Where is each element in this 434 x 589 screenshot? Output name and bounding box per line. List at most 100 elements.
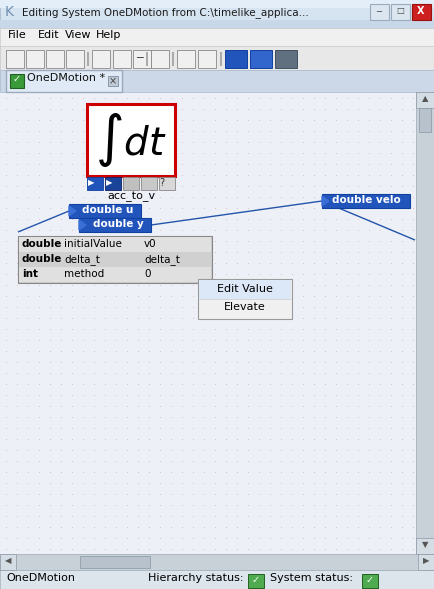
Bar — [199, 280, 291, 299]
Text: v0: v0 — [144, 239, 157, 249]
Bar — [141, 177, 157, 190]
Text: ×: × — [109, 76, 117, 86]
Text: ✓: ✓ — [366, 575, 374, 585]
Bar — [26, 50, 44, 68]
Bar — [419, 116, 431, 117]
Bar — [220, 52, 222, 66]
Bar — [0, 28, 434, 48]
Polygon shape — [79, 220, 86, 230]
Bar — [0, 46, 434, 70]
Text: 0: 0 — [144, 269, 151, 279]
Text: ▲: ▲ — [422, 94, 428, 103]
Bar — [362, 574, 378, 588]
Text: File: File — [8, 30, 27, 40]
Text: $\int dt$: $\int dt$ — [95, 111, 167, 169]
Bar — [370, 4, 389, 20]
Text: initialValue: initialValue — [64, 239, 122, 249]
Bar — [0, 0, 434, 28]
Text: Help: Help — [96, 30, 122, 40]
Polygon shape — [322, 196, 329, 206]
Bar — [391, 4, 410, 20]
Text: Edit: Edit — [38, 30, 59, 40]
Text: double: double — [22, 239, 62, 249]
Text: □: □ — [396, 6, 404, 15]
Bar — [419, 108, 431, 132]
Bar — [275, 50, 297, 68]
Bar — [146, 52, 148, 66]
Text: ─: ─ — [377, 6, 381, 15]
Bar — [46, 50, 64, 68]
Bar — [69, 204, 141, 218]
Text: double y: double y — [92, 219, 143, 229]
Bar — [198, 279, 292, 319]
Bar — [159, 177, 175, 190]
Bar — [113, 50, 131, 68]
Bar — [66, 50, 84, 68]
Text: acc_to_v: acc_to_v — [107, 192, 155, 203]
Bar — [177, 50, 195, 68]
Bar — [79, 218, 151, 232]
Bar — [19, 267, 211, 282]
Text: int: int — [22, 269, 38, 279]
Bar — [0, 70, 434, 92]
Bar — [6, 50, 24, 68]
Bar — [10, 74, 24, 88]
Bar — [92, 50, 110, 68]
Bar — [416, 92, 434, 108]
Bar — [0, 20, 434, 28]
Bar — [0, 570, 434, 589]
Text: ✓: ✓ — [13, 74, 21, 84]
Bar — [419, 112, 431, 113]
Text: delta_t: delta_t — [144, 254, 180, 265]
Bar — [198, 50, 216, 68]
Bar — [172, 52, 174, 66]
Bar — [0, 0, 434, 8]
Bar — [416, 538, 434, 554]
Bar — [151, 50, 169, 68]
Bar — [19, 237, 211, 252]
Bar — [225, 50, 247, 68]
Text: ▶: ▶ — [423, 556, 429, 565]
Bar — [105, 177, 121, 190]
Text: delta_t: delta_t — [64, 254, 100, 265]
Bar — [108, 76, 118, 86]
Polygon shape — [69, 206, 76, 216]
Bar — [87, 104, 175, 176]
Bar — [123, 177, 139, 190]
Text: Edit Value: Edit Value — [217, 284, 273, 294]
Bar — [18, 236, 212, 283]
Text: K: K — [5, 5, 14, 19]
Bar — [133, 50, 151, 68]
Bar — [416, 92, 434, 554]
Text: double u: double u — [82, 205, 134, 215]
Text: ▶: ▶ — [106, 178, 112, 187]
Bar — [87, 177, 103, 190]
Text: X: X — [417, 6, 425, 16]
Text: Elevate: Elevate — [224, 302, 266, 312]
Text: ▼: ▼ — [422, 540, 428, 549]
Text: double velo: double velo — [332, 195, 401, 205]
Bar — [6, 70, 122, 92]
Text: ?: ? — [159, 178, 164, 188]
Bar — [80, 556, 150, 568]
Bar — [412, 4, 431, 20]
Bar — [418, 554, 434, 570]
Text: ✓: ✓ — [252, 575, 260, 585]
Bar — [322, 194, 410, 208]
Bar — [250, 50, 272, 68]
Text: OneDMotion: OneDMotion — [6, 573, 75, 583]
Bar — [248, 574, 264, 588]
Text: ▶: ▶ — [88, 178, 94, 187]
Bar — [87, 52, 89, 66]
Text: OneDMotion *: OneDMotion * — [27, 73, 105, 83]
Bar — [0, 92, 416, 554]
Text: ─: ─ — [136, 52, 143, 62]
Bar — [419, 114, 431, 115]
Text: double: double — [22, 254, 62, 264]
Text: ◀: ◀ — [5, 556, 11, 565]
Bar — [0, 554, 434, 570]
Text: System status:: System status: — [270, 573, 353, 583]
Text: View: View — [65, 30, 92, 40]
Bar — [0, 554, 16, 570]
Text: Editing System OneDMotion from C:\timelike_applica...: Editing System OneDMotion from C:\timeli… — [22, 7, 309, 18]
